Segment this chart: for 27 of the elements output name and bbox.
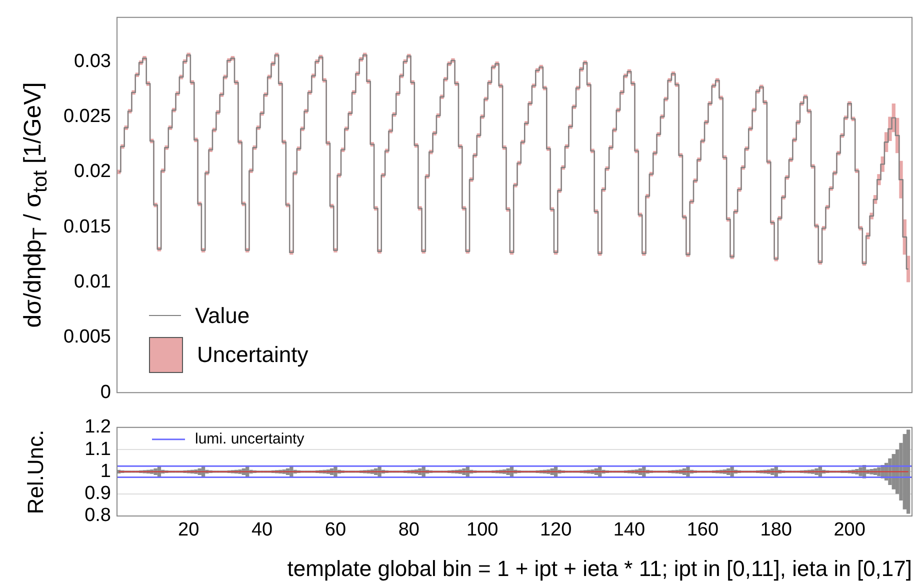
x-tick-label: 160	[686, 520, 719, 541]
y-axis-title: Rel.Unc.	[23, 430, 49, 514]
x-tick-label: 60	[324, 520, 346, 541]
y-tick-label: 0.9	[84, 483, 111, 504]
y-tick-label: 0	[100, 382, 111, 403]
x-tick-label: 120	[540, 520, 572, 541]
y-tick-label: 0.01	[74, 271, 111, 292]
y-tick-label: 1.1	[84, 438, 111, 460]
x-tick-label: 20	[178, 520, 200, 541]
x-axis-title: template global bin = 1 + ipt + ieta * 11; ipt in [0,11], ieta in [0,17]	[287, 556, 912, 581]
y-tick-label: 0.02	[74, 161, 111, 182]
y-tick-label: 1.2	[84, 416, 111, 438]
x-tick-label: 80	[398, 520, 420, 541]
legend-label: lumi. uncertainty	[195, 430, 305, 448]
legend-label: Uncertainty	[197, 342, 308, 368]
x-tick-label: 180	[760, 520, 792, 541]
legend-label: Value	[195, 302, 250, 329]
x-tick-label: 200	[834, 520, 866, 541]
y-tick-label: 0.025	[63, 106, 111, 127]
y-tick-label: 0.015	[63, 216, 111, 238]
x-tick-label: 40	[251, 520, 273, 541]
y-tick-label: 0.005	[63, 326, 111, 348]
x-tick-label: 140	[613, 520, 646, 541]
y-tick-label: 0.8	[84, 505, 111, 526]
x-tick-label: 100	[466, 520, 498, 541]
y-tick-label: 0.03	[74, 50, 111, 72]
y-tick-label: 1	[100, 460, 111, 482]
